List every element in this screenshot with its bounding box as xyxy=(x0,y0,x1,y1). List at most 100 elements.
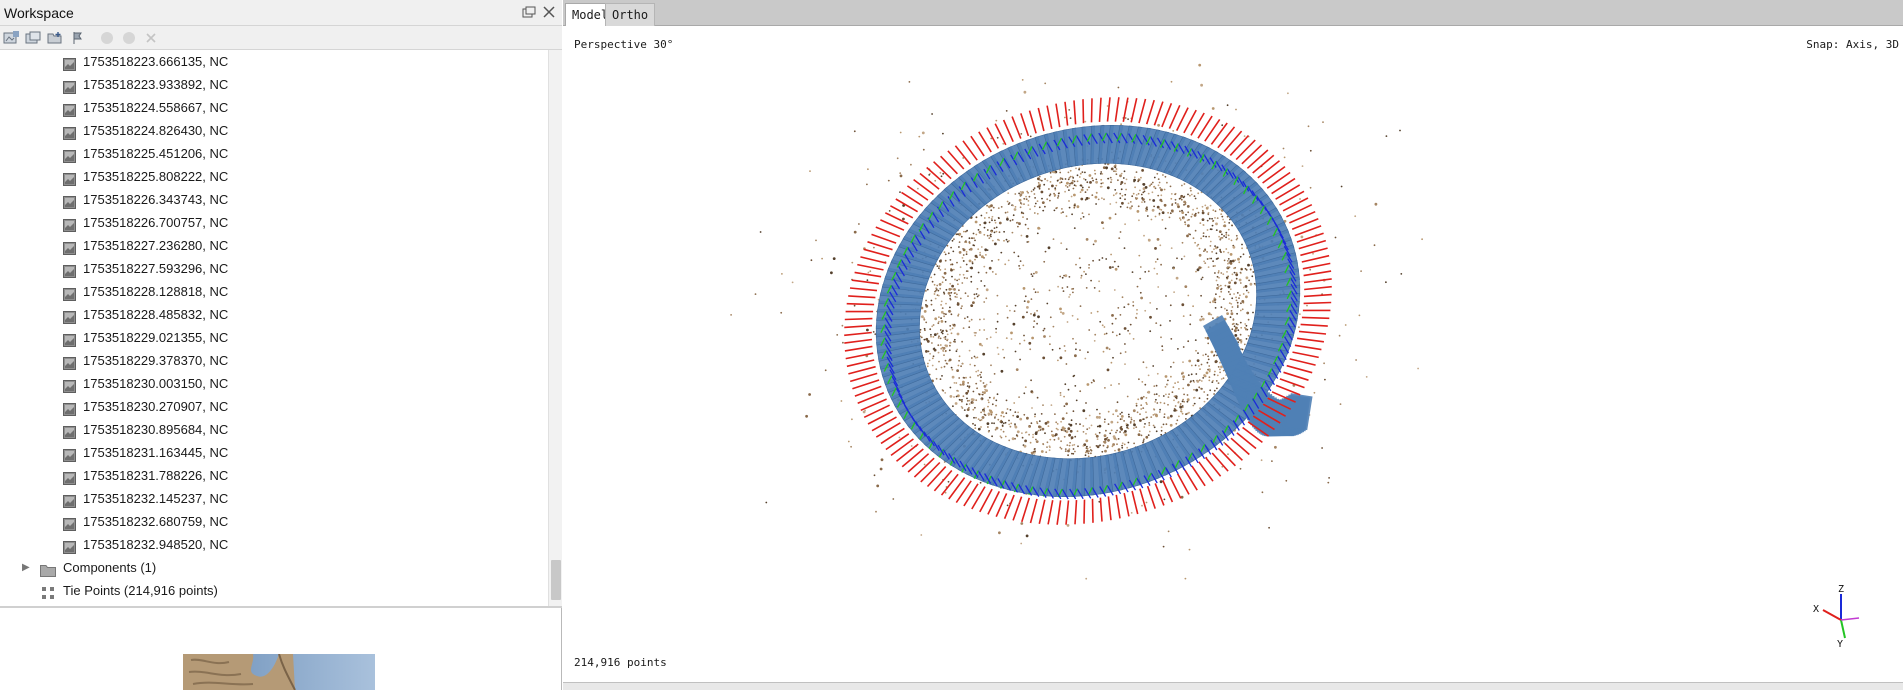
camera-row[interactable]: 1753518225.451206, NC xyxy=(0,142,548,165)
camera-row[interactable]: 1753518229.378370, NC xyxy=(0,349,548,372)
camera-row[interactable]: 1753518227.236280, NC xyxy=(0,234,548,257)
camera-label: 1753518232.948520, NC xyxy=(83,533,228,556)
camera-image-icon xyxy=(63,147,76,160)
camera-row[interactable]: 1753518226.343743, NC xyxy=(0,188,548,211)
camera-row[interactable]: 1753518230.895684, NC xyxy=(0,418,548,441)
camera-label: 1753518226.700757, NC xyxy=(83,211,228,234)
add-photos-icon[interactable] xyxy=(24,29,42,47)
workspace-scrollbar[interactable] xyxy=(548,50,562,606)
camera-image-icon xyxy=(63,124,76,137)
camera-row[interactable]: 1753518228.485832, NC xyxy=(0,303,548,326)
pane-splitter[interactable] xyxy=(0,606,562,608)
expand-chevron-icon[interactable]: ▶ xyxy=(22,556,32,579)
camera-image-icon xyxy=(63,469,76,482)
sparse-cloud-scene xyxy=(563,26,1903,682)
camera-label: 1753518224.826430, NC xyxy=(83,119,228,142)
camera-row[interactable]: 1753518223.933892, NC xyxy=(0,73,548,96)
camera-row[interactable]: 1753518225.808222, NC xyxy=(0,165,548,188)
camera-image-icon xyxy=(63,239,76,252)
scrollbar-thumb[interactable] xyxy=(551,560,561,600)
axis-gizmo: Z X Y xyxy=(1811,584,1871,648)
tie-points-row[interactable]: Tie Points (214,916 points) xyxy=(0,579,548,602)
camera-label: 1753518232.680759, NC xyxy=(83,510,228,533)
3d-viewport[interactable]: Perspective 30° Snap: Axis, 3D 214,916 p… xyxy=(563,26,1903,682)
components-row[interactable]: ▶ Components (1) xyxy=(0,556,548,579)
camera-row[interactable]: 1753518224.558667, NC xyxy=(0,96,548,119)
y-axis-line xyxy=(1841,620,1845,638)
camera-row[interactable]: 1753518230.270907, NC xyxy=(0,395,548,418)
camera-image-icon xyxy=(63,400,76,413)
view-tab-bar: Model Ortho xyxy=(563,0,1903,26)
camera-image-icon xyxy=(63,308,76,321)
bottom-panel-strip xyxy=(563,682,1903,690)
camera-row[interactable]: 1753518231.163445, NC xyxy=(0,441,548,464)
camera-label: 1753518223.933892, NC xyxy=(83,73,228,96)
camera-label: 1753518229.021355, NC xyxy=(83,326,228,349)
camera-row[interactable]: 1753518224.826430, NC xyxy=(0,119,548,142)
camera-image-icon xyxy=(63,538,76,551)
camera-label: 1753518226.343743, NC xyxy=(83,188,228,211)
workspace-toolbar xyxy=(0,26,562,50)
camera-image-icon xyxy=(63,515,76,528)
photo-preview-thumbnail xyxy=(183,654,375,690)
camera-row[interactable]: 1753518226.700757, NC xyxy=(0,211,548,234)
projection-label: Perspective 30° xyxy=(574,38,673,51)
tab-ortho[interactable]: Ortho xyxy=(605,3,655,26)
camera-image-icon xyxy=(63,285,76,298)
snap-label: Snap: Axis, 3D xyxy=(1806,38,1899,51)
camera-label: 1753518230.003150, NC xyxy=(83,372,228,395)
camera-image-icon xyxy=(63,377,76,390)
add-folder-icon[interactable] xyxy=(46,29,64,47)
camera-label: 1753518231.163445, NC xyxy=(83,441,228,464)
camera-label: 1753518225.451206, NC xyxy=(83,142,228,165)
camera-row[interactable]: 1753518232.948520, NC xyxy=(0,533,548,556)
camera-label: 1753518231.788226, NC xyxy=(83,464,228,487)
camera-row[interactable]: 1753518232.680759, NC xyxy=(0,510,548,533)
tie-points-label: Tie Points (214,916 points) xyxy=(63,579,218,602)
model-view-pane: Model Ortho Perspective 30° Snap: Axis, … xyxy=(563,0,1903,690)
z-axis-label: Z xyxy=(1838,584,1844,595)
enable-icon[interactable] xyxy=(98,29,116,47)
workspace-title: Workspace xyxy=(4,5,74,21)
y-axis-label: Y xyxy=(1837,639,1843,648)
camera-row[interactable]: 1753518232.145237, NC xyxy=(0,487,548,510)
x-axis-line xyxy=(1823,610,1841,620)
x-axis-label: X xyxy=(1813,604,1819,615)
camera-label: 1753518227.593296, NC xyxy=(83,257,228,280)
camera-row[interactable]: 1753518227.593296, NC xyxy=(0,257,548,280)
add-marker-icon[interactable] xyxy=(68,29,86,47)
workspace-titlebar: Workspace xyxy=(0,0,562,26)
camera-image-icon xyxy=(63,216,76,229)
add-chunk-icon[interactable] xyxy=(2,29,20,47)
camera-image-icon xyxy=(63,331,76,344)
camera-label: 1753518224.558667, NC xyxy=(83,96,228,119)
camera-image-icon xyxy=(63,492,76,505)
camera-label: 1753518228.485832, NC xyxy=(83,303,228,326)
camera-label: 1753518232.145237, NC xyxy=(83,487,228,510)
workspace-tree: 1753518223.666135, NC 1753518223.933892, … xyxy=(0,50,548,606)
camera-label: 1753518230.270907, NC xyxy=(83,395,228,418)
camera-image-icon xyxy=(63,193,76,206)
camera-row[interactable]: 1753518229.021355, NC xyxy=(0,326,548,349)
camera-label: 1753518228.128818, NC xyxy=(83,280,228,303)
folder-icon xyxy=(40,561,56,574)
camera-image-icon xyxy=(63,354,76,367)
camera-image-icon xyxy=(63,55,76,68)
tie-points-icon xyxy=(41,584,55,598)
point-count-label: 214,916 points xyxy=(574,656,667,669)
camera-image-icon xyxy=(63,78,76,91)
workspace-pane: Workspace xyxy=(0,0,562,690)
camera-row[interactable]: 1753518228.128818, NC xyxy=(0,280,548,303)
camera-image-icon xyxy=(63,101,76,114)
camera-row[interactable]: 1753518230.003150, NC xyxy=(0,372,548,395)
camera-image-icon xyxy=(63,423,76,436)
float-pane-icon[interactable] xyxy=(520,3,538,21)
camera-image-icon xyxy=(63,262,76,275)
camera-label: 1753518229.378370, NC xyxy=(83,349,228,372)
camera-row[interactable]: 1753518223.666135, NC xyxy=(0,50,548,73)
camera-row[interactable]: 1753518231.788226, NC xyxy=(0,464,548,487)
close-pane-icon[interactable] xyxy=(540,3,558,21)
remove-icon[interactable] xyxy=(142,29,160,47)
disable-icon[interactable] xyxy=(120,29,138,47)
